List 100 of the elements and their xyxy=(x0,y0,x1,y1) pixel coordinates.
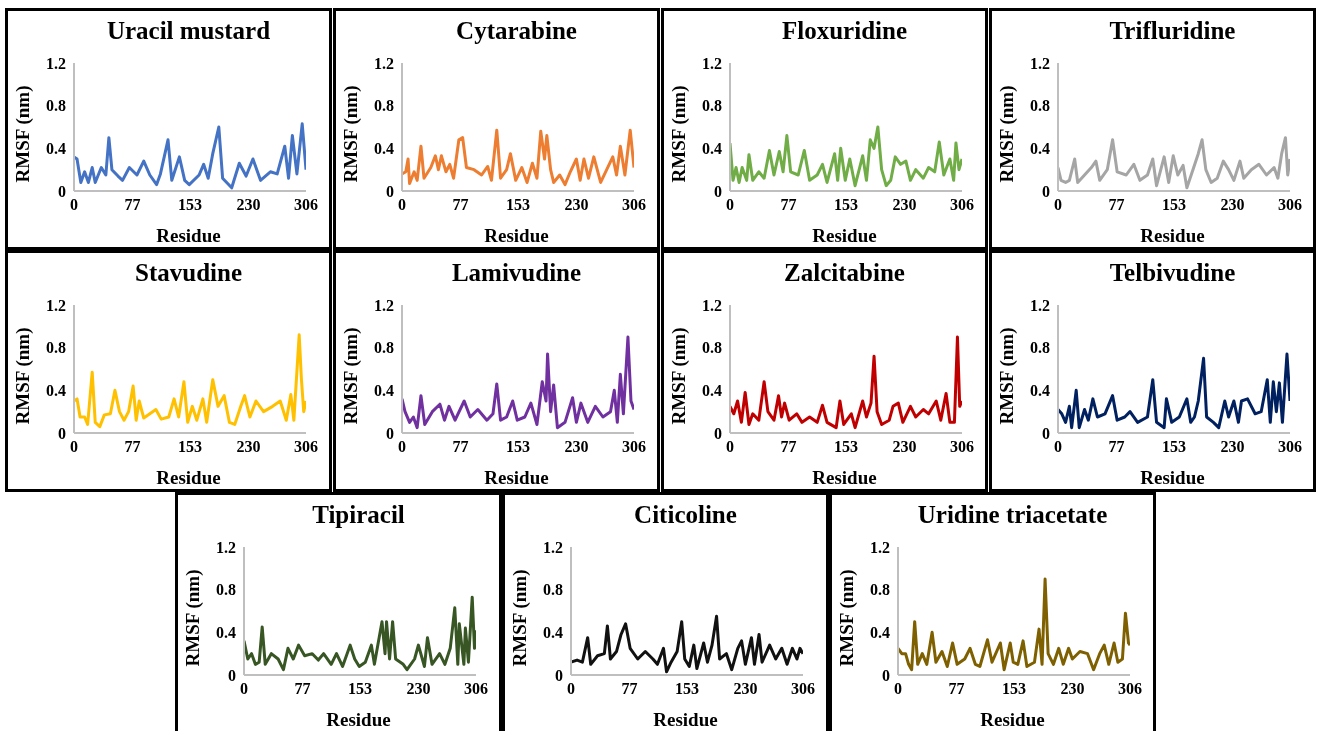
x-tick-label: 77 xyxy=(780,438,797,456)
line-series xyxy=(1058,352,1290,430)
x-tick-label: 153 xyxy=(834,196,858,214)
y-tick-label: 1.2 xyxy=(374,296,394,314)
y-tick-label: 0.4 xyxy=(1030,382,1050,400)
y-tick-label: 0.8 xyxy=(702,97,722,115)
x-tick-label: 0 xyxy=(398,438,406,456)
y-axis-title: RMSF (nm) xyxy=(182,569,204,667)
x-axis-title: Residue xyxy=(155,467,222,489)
y-axis-title: RMSF (nm) xyxy=(509,569,531,667)
x-tick-label: 77 xyxy=(124,438,141,456)
x-tick-label: 153 xyxy=(1002,680,1026,698)
y-tick-label: 0.4 xyxy=(702,382,722,400)
x-tick-label: 0 xyxy=(70,438,78,456)
x-tick-label: 0 xyxy=(1054,196,1062,214)
y-axis-title: RMSF (nm) xyxy=(340,85,362,183)
y-tick-label: 0.8 xyxy=(1030,339,1050,357)
x-tick-label: 0 xyxy=(70,196,78,214)
y-tick-label: 0.4 xyxy=(870,624,890,642)
x-tick-label: 153 xyxy=(506,196,530,214)
y-axis-title: RMSF (nm) xyxy=(12,327,34,425)
x-axis-title: Residue xyxy=(811,225,878,247)
x-axis-title: Residue xyxy=(1139,225,1206,247)
y-tick-label: 0.4 xyxy=(46,382,66,400)
y-axis-title: RMSF (nm) xyxy=(12,85,34,183)
x-axis-title: Residue xyxy=(325,709,392,731)
x-tick-label: 230 xyxy=(236,196,261,214)
x-tick-label: 306 xyxy=(950,438,974,456)
y-tick-label: 0.8 xyxy=(543,581,563,599)
x-tick-label: 0 xyxy=(894,680,902,698)
x-tick-label: 306 xyxy=(1278,438,1302,456)
x-tick-label: 153 xyxy=(1162,438,1186,456)
x-tick-label: 306 xyxy=(294,196,318,214)
y-tick-label: 0.4 xyxy=(543,624,563,642)
line-series xyxy=(402,335,634,430)
chart-title: Stavudine xyxy=(134,259,243,287)
x-tick-label: 77 xyxy=(452,438,469,456)
y-tick-label: 0 xyxy=(714,424,722,442)
x-tick-label: 77 xyxy=(124,196,141,214)
x-tick-label: 153 xyxy=(178,438,202,456)
x-tick-label: 77 xyxy=(1108,196,1125,214)
chart-title: Uracil mustard xyxy=(105,17,272,45)
x-tick-label: 77 xyxy=(294,680,311,698)
y-tick-label: 1.2 xyxy=(46,54,66,72)
y-tick-label: 0.4 xyxy=(216,624,236,642)
x-tick-label: 77 xyxy=(948,680,965,698)
chart-title: Zalcitabine xyxy=(783,259,906,287)
x-tick-label: 77 xyxy=(780,196,797,214)
y-tick-label: 0 xyxy=(386,182,394,200)
x-tick-label: 153 xyxy=(675,680,699,698)
x-tick-label: 0 xyxy=(726,196,734,214)
x-tick-label: 230 xyxy=(236,438,261,456)
x-axis-title: Residue xyxy=(155,225,222,247)
y-tick-label: 0 xyxy=(555,666,563,684)
y-axis-title: RMSF (nm) xyxy=(668,327,690,425)
y-tick-label: 0 xyxy=(58,182,66,200)
x-tick-label: 230 xyxy=(1220,196,1245,214)
y-tick-label: 0.4 xyxy=(374,140,394,158)
y-axis-title: RMSF (nm) xyxy=(836,569,858,667)
y-tick-label: 1.2 xyxy=(46,296,66,314)
chart-title: Floxuridine xyxy=(781,17,908,45)
x-tick-label: 230 xyxy=(406,680,431,698)
x-tick-label: 230 xyxy=(892,438,917,456)
x-tick-label: 0 xyxy=(398,196,406,214)
y-axis-title: RMSF (nm) xyxy=(340,327,362,425)
y-tick-label: 1.2 xyxy=(374,54,394,72)
x-axis-title: Residue xyxy=(979,709,1046,731)
y-axis-title: RMSF (nm) xyxy=(996,85,1018,183)
y-tick-label: 0.8 xyxy=(1030,97,1050,115)
x-tick-label: 230 xyxy=(1220,438,1245,456)
y-axis-title: RMSF (nm) xyxy=(668,85,690,183)
x-axis-title: Residue xyxy=(652,709,719,731)
y-tick-label: 1.2 xyxy=(543,538,563,556)
x-tick-label: 306 xyxy=(622,438,646,456)
x-tick-label: 0 xyxy=(567,680,575,698)
y-tick-label: 0.4 xyxy=(702,140,722,158)
y-tick-label: 0 xyxy=(228,666,236,684)
y-tick-label: 0.4 xyxy=(374,382,394,400)
x-tick-label: 230 xyxy=(564,196,589,214)
x-tick-label: 0 xyxy=(1054,438,1062,456)
x-axis-title: Residue xyxy=(811,467,878,489)
y-tick-label: 0 xyxy=(386,424,394,442)
y-tick-label: 0 xyxy=(1042,182,1050,200)
line-series xyxy=(402,128,634,187)
x-tick-label: 0 xyxy=(726,438,734,456)
x-tick-label: 306 xyxy=(464,680,488,698)
line-series xyxy=(244,595,476,672)
chart-title: Trifluridine xyxy=(1108,17,1237,45)
y-tick-label: 0.8 xyxy=(870,581,890,599)
x-tick-label: 230 xyxy=(892,196,917,214)
x-tick-label: 230 xyxy=(564,438,589,456)
chart-title: Uridine triacetate xyxy=(916,501,1109,529)
x-tick-label: 77 xyxy=(452,196,469,214)
y-tick-label: 0.8 xyxy=(46,339,66,357)
y-tick-label: 1.2 xyxy=(1030,296,1050,314)
y-tick-label: 0.8 xyxy=(46,97,66,115)
y-tick-label: 1.2 xyxy=(702,54,722,72)
line-series xyxy=(898,577,1130,672)
y-tick-label: 0 xyxy=(714,182,722,200)
x-tick-label: 306 xyxy=(1278,196,1302,214)
